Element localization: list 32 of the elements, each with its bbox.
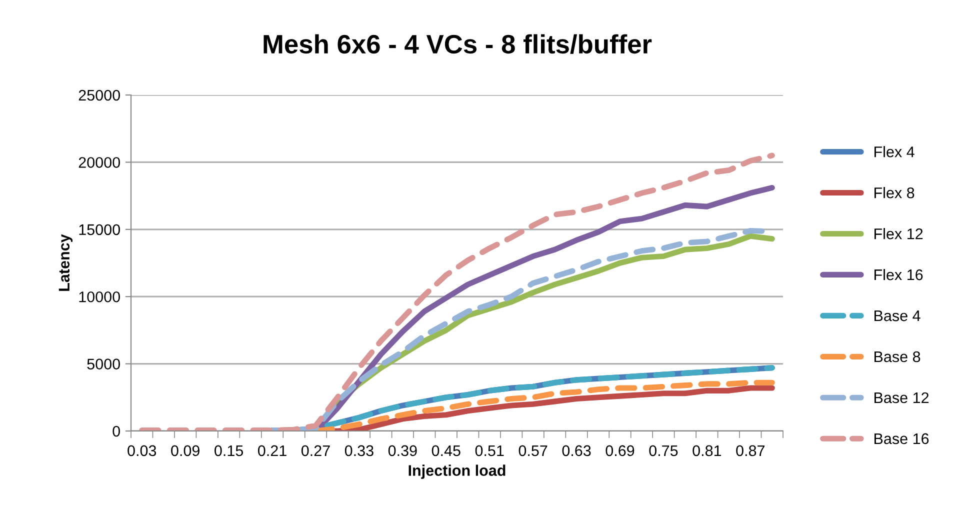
x-tick-label: 0.03 — [128, 445, 156, 456]
y-axis-title: Latency — [58, 234, 73, 291]
y-tick-label: 5000 — [87, 358, 120, 370]
x-tick-label: 0.15 — [214, 445, 244, 456]
legend-label: Base 12 — [874, 392, 929, 404]
y-tick-label: 20000 — [78, 157, 120, 168]
x-tick-label: 0.33 — [344, 445, 374, 456]
x-tick-label: 0.63 — [562, 445, 591, 456]
legend-label: Base 8 — [874, 351, 920, 362]
legend-label: Base 16 — [874, 433, 929, 444]
x-tick-label: 0.39 — [388, 445, 417, 456]
legend-label: Base 4 — [874, 310, 920, 322]
x-tick-label: 0.09 — [171, 445, 200, 456]
x-axis-title: Injection load — [408, 464, 506, 479]
legend-label: Flex 12 — [874, 228, 923, 240]
legend-label: Flex 4 — [874, 146, 914, 158]
y-tick-label: 15000 — [79, 224, 120, 236]
y-tick-label: 25000 — [78, 90, 120, 101]
x-tick-label: 0.87 — [736, 445, 764, 456]
x-tick-label: 0.51 — [475, 445, 504, 456]
x-tick-label: 0.57 — [518, 445, 548, 456]
y-tick-label: 0 — [112, 426, 120, 437]
chart-title: Mesh 6x6 - 4 VCs - 8 flits/buffer — [264, 34, 652, 54]
x-tick-label: 0.81 — [692, 445, 722, 456]
legend-label: Flex 8 — [874, 187, 914, 198]
x-tick-label: 0.75 — [649, 445, 678, 456]
x-tick-label: 0.27 — [301, 445, 330, 456]
x-tick-label: 0.45 — [432, 445, 460, 456]
x-tick-label: 0.69 — [606, 445, 634, 456]
x-tick-label: 0.21 — [258, 445, 286, 456]
y-tick-label: 10000 — [79, 291, 120, 302]
legend-label: Flex 16 — [874, 268, 923, 280]
